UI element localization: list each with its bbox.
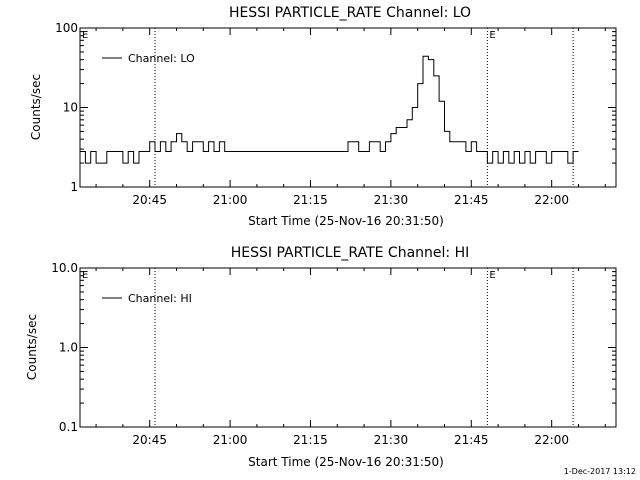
x-tick-label: 21:45 [454,433,489,447]
event-marker-label: E [489,30,495,41]
y-tick-label: 100 [55,21,78,35]
event-marker-label: E [82,30,88,41]
generated-timestamp: 1-Dec-2017 13:12 [564,467,636,476]
legend-label: Channel: LO [128,52,195,65]
y-axis-label: Counts/sec [25,314,39,380]
y-axis-label: Counts/sec [29,74,43,140]
y-tick-label: 10.0 [51,261,78,275]
x-tick-label: 21:00 [213,433,248,447]
x-tick-label: 21:00 [213,193,248,207]
y-tick-label: 1 [70,180,78,194]
panel-hi: HESSI PARTICLE_RATE Channel: HI Counts/s… [25,245,617,469]
x-tick-label: 21:30 [374,193,409,207]
x-axis-label: Start Time (25-Nov-16 20:31:50) [248,455,444,469]
x-tick-label: 22:00 [534,433,569,447]
y-tick-label: 1.0 [59,341,78,355]
x-axis-label: Start Time (25-Nov-16 20:31:50) [248,214,444,228]
x-tick-label: 21:45 [454,193,489,207]
series-line [80,55,579,164]
x-tick-label: 20:45 [132,193,167,207]
y-tick-label: 0.1 [59,420,78,434]
event-marker-label: E [489,270,495,281]
x-tick-label: 21:15 [293,193,328,207]
x-tick-label: 20:45 [132,433,167,447]
event-marker-label: E [82,270,88,281]
x-tick-label: 21:15 [293,433,328,447]
panel-lo: HESSI PARTICLE_RATE Channel: LO Counts/s… [29,5,617,228]
chart-title: HESSI PARTICLE_RATE Channel: HI [231,245,469,261]
y-tick-label: 10 [63,101,78,115]
legend-label: Channel: HI [128,292,192,305]
x-tick-label: 21:30 [374,433,409,447]
chart-title: HESSI PARTICLE_RATE Channel: LO [229,5,471,21]
x-tick-label: 22:00 [534,193,569,207]
